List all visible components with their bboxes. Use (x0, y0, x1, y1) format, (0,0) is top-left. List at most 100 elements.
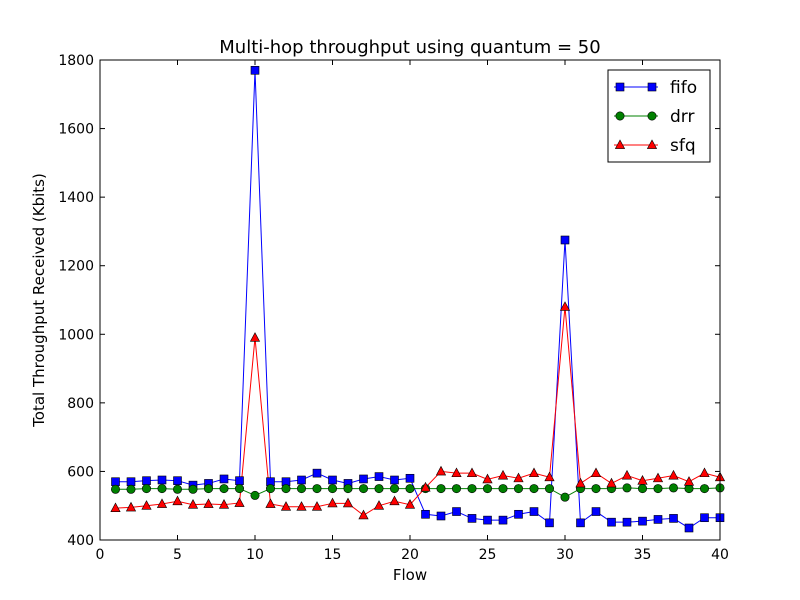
data-point-drr (513, 484, 523, 494)
data-point-sfq (513, 472, 524, 483)
data-point-fifo (374, 472, 384, 481)
data-point-sfq (466, 467, 478, 478)
data-point-sfq (590, 467, 602, 478)
data-point-drr (327, 484, 337, 494)
data-point-fifo (591, 507, 601, 516)
series-line-drr (115, 487, 721, 498)
data-point-drr (467, 484, 477, 494)
data-point-drr (684, 484, 694, 494)
y-tick-label: 400 (67, 533, 94, 549)
data-point-fifo (297, 475, 306, 485)
data-point-fifo (142, 476, 151, 485)
legend-marker-fifo (647, 82, 657, 92)
data-point-sfq (265, 498, 276, 508)
data-point-drr (529, 484, 539, 494)
x-tick-label: 0 (96, 547, 105, 563)
data-point-fifo (173, 476, 182, 485)
data-point-fifo (359, 474, 368, 484)
data-point-sfq (280, 501, 292, 511)
chart-title: Multi-hop throughput using quantum = 50 (219, 37, 600, 58)
data-point-drr (142, 484, 152, 494)
x-tick-label: 35 (634, 547, 652, 563)
data-point-drr (436, 484, 446, 494)
x-tick-label: 40 (711, 547, 729, 563)
legend-marker-sfq (646, 139, 658, 149)
x-axis-label: Flow (393, 566, 427, 584)
y-tick-label: 600 (67, 464, 94, 480)
data-point-drr (637, 484, 647, 494)
data-point-fifo (545, 518, 554, 528)
legend-marker-fifo (615, 82, 625, 92)
data-point-fifo (653, 515, 663, 524)
x-tick-label: 25 (479, 547, 497, 563)
data-point-sfq (699, 467, 710, 478)
x-tick-label: 30 (556, 547, 574, 563)
series-line-sfq (115, 306, 721, 516)
data-point-sfq (404, 499, 416, 509)
data-point-sfq (110, 502, 121, 513)
data-point-sfq (234, 497, 245, 507)
legend-marker-sfq (614, 139, 626, 149)
data-point-fifo (498, 515, 508, 525)
data-point-sfq (668, 469, 679, 480)
data-point-fifo (607, 517, 616, 527)
data-point-drr (451, 484, 461, 494)
data-point-fifo (467, 514, 477, 523)
data-point-sfq (621, 469, 633, 480)
data-point-sfq (125, 501, 137, 512)
series-layer (110, 65, 726, 533)
ticks-layer: 0 5 10 15 20 25 30 35 40 400 600 800 1000 1200 1400 160… (58, 53, 729, 563)
data-point-drr (653, 484, 663, 494)
data-point-drr (312, 484, 322, 494)
data-point-drr (296, 484, 306, 494)
data-point-drr (482, 484, 492, 494)
y-tick-label: 1000 (58, 327, 94, 343)
data-point-sfq (389, 495, 400, 506)
data-point-fifo (219, 474, 229, 484)
data-point-sfq (203, 498, 214, 508)
data-point-fifo (312, 468, 322, 478)
data-point-sfq (218, 499, 230, 509)
y-axis-label: Total Throughput Received (Kbits) (30, 173, 48, 428)
data-point-fifo (421, 509, 430, 519)
data-point-drr (389, 484, 399, 494)
data-point-sfq (559, 301, 571, 311)
y-tick-label: 1800 (58, 53, 94, 69)
data-point-drr (281, 484, 291, 494)
legend-box (607, 69, 711, 163)
data-point-fifo (669, 514, 678, 523)
data-point-fifo (328, 475, 337, 485)
data-point-sfq (606, 477, 617, 488)
data-point-drr (188, 484, 198, 494)
data-point-drr (219, 484, 229, 494)
data-point-sfq (327, 497, 338, 508)
data-point-drr (668, 483, 678, 493)
data-point-fifo (576, 518, 585, 528)
data-point-drr (358, 484, 368, 494)
data-point-drr (250, 490, 260, 500)
data-point-sfq (373, 500, 385, 510)
data-point-sfq (172, 495, 183, 506)
data-point-sfq (156, 498, 168, 508)
data-point-sfq (575, 477, 586, 488)
data-point-drr (111, 484, 121, 494)
data-point-fifo (235, 476, 244, 485)
legend-marker-drr (615, 111, 625, 121)
data-point-drr (405, 484, 415, 494)
data-point-sfq (652, 472, 664, 483)
data-point-sfq (141, 500, 152, 510)
data-point-sfq (683, 476, 695, 486)
data-point-fifo (126, 477, 136, 487)
y-tick-label: 1400 (58, 190, 94, 206)
data-point-fifo (622, 517, 632, 527)
y-tick-label: 800 (67, 396, 94, 412)
data-point-fifo (700, 513, 709, 523)
data-point-drr (343, 484, 353, 494)
data-point-sfq (528, 467, 540, 478)
data-point-sfq (451, 467, 462, 478)
data-point-drr (544, 484, 554, 494)
data-point-fifo (638, 516, 647, 526)
data-point-sfq (249, 332, 261, 342)
data-point-fifo (111, 477, 120, 487)
